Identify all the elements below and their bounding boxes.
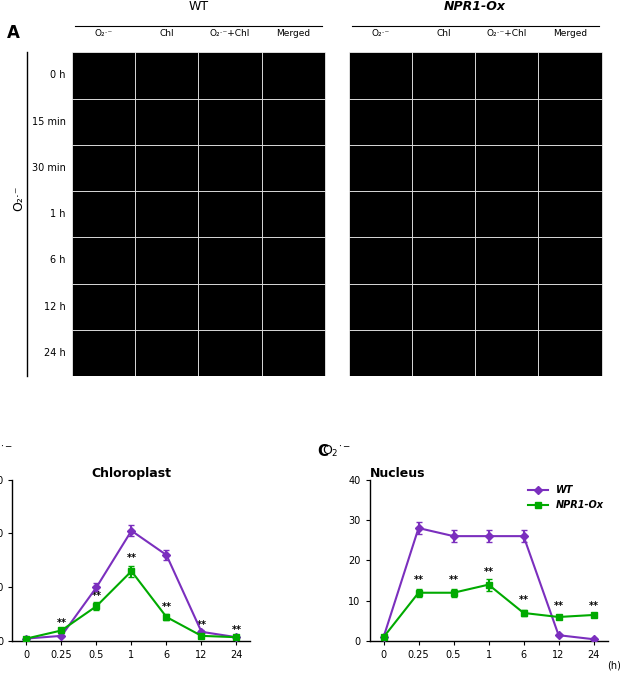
Text: O₂·⁻+Chl: O₂·⁻+Chl (487, 29, 527, 38)
Bar (538, 52, 601, 99)
Text: Merged: Merged (276, 29, 311, 38)
Bar (135, 52, 198, 99)
Bar (135, 99, 198, 144)
Text: 24 h: 24 h (44, 348, 66, 358)
Bar (475, 284, 538, 330)
Text: **: ** (56, 618, 66, 628)
Title: Chloroplast: Chloroplast (91, 466, 172, 479)
Bar (198, 52, 262, 99)
Text: Nucleus: Nucleus (370, 466, 425, 479)
Bar (412, 238, 475, 284)
Bar (198, 330, 262, 376)
Text: O$_2$$^{\cdot-}$: O$_2$$^{\cdot-}$ (0, 444, 12, 459)
Bar (262, 191, 325, 238)
Bar (135, 330, 198, 376)
Bar (72, 52, 135, 99)
Bar (538, 330, 601, 376)
Bar (412, 330, 475, 376)
Text: **: ** (448, 574, 459, 585)
Bar (198, 191, 262, 238)
Bar (135, 144, 198, 191)
Bar (198, 99, 262, 144)
Legend: WT, NPR1-Ox: WT, NPR1-Ox (525, 481, 608, 514)
Text: C: C (317, 444, 328, 459)
Text: **: ** (518, 595, 529, 605)
Bar (538, 238, 601, 284)
Text: **: ** (161, 601, 172, 612)
Text: (h): (h) (608, 661, 620, 671)
Text: 30 min: 30 min (32, 163, 66, 173)
Bar (412, 144, 475, 191)
Bar (348, 238, 412, 284)
Bar (72, 330, 135, 376)
Bar (135, 284, 198, 330)
Text: **: ** (197, 620, 206, 630)
Text: 1 h: 1 h (50, 209, 66, 219)
Text: **: ** (554, 601, 564, 611)
Bar (412, 191, 475, 238)
Bar (475, 144, 538, 191)
Bar (72, 144, 135, 191)
Bar (348, 52, 412, 99)
Bar (262, 330, 325, 376)
Text: O₂·⁻: O₂·⁻ (94, 29, 113, 38)
Bar (538, 99, 601, 144)
Text: 0 h: 0 h (50, 70, 66, 80)
Bar (412, 52, 475, 99)
Bar (262, 284, 325, 330)
Bar (72, 284, 135, 330)
Text: Chl: Chl (159, 29, 174, 38)
Bar (538, 144, 601, 191)
Bar (72, 99, 135, 144)
Text: **: ** (231, 624, 241, 634)
Bar (262, 52, 325, 99)
Bar (348, 144, 412, 191)
Text: Chl: Chl (436, 29, 451, 38)
Bar (475, 191, 538, 238)
Text: NPR1-Ox: NPR1-Ox (444, 0, 506, 13)
Text: **: ** (414, 574, 423, 585)
Text: O₂·⁻: O₂·⁻ (12, 186, 25, 211)
Bar (475, 238, 538, 284)
Bar (198, 238, 262, 284)
Text: 6 h: 6 h (50, 255, 66, 265)
Bar (412, 284, 475, 330)
Bar (412, 99, 475, 144)
Text: O₂·⁻: O₂·⁻ (371, 29, 389, 38)
Bar (348, 99, 412, 144)
Bar (475, 52, 538, 99)
Text: **: ** (484, 566, 494, 576)
Bar (348, 191, 412, 238)
Bar (135, 191, 198, 238)
Bar (348, 284, 412, 330)
Bar (198, 284, 262, 330)
Bar (198, 144, 262, 191)
Bar (262, 238, 325, 284)
Bar (538, 284, 601, 330)
Bar (135, 238, 198, 284)
Bar (72, 238, 135, 284)
Text: O$_2$$^{\cdot-}$: O$_2$$^{\cdot-}$ (322, 444, 351, 459)
Bar (262, 144, 325, 191)
Text: 12 h: 12 h (44, 302, 66, 312)
Text: 15 min: 15 min (32, 117, 66, 127)
Bar (72, 191, 135, 238)
Text: **: ** (91, 591, 102, 601)
Text: A: A (6, 24, 19, 42)
Text: **: ** (126, 553, 136, 563)
Bar (538, 191, 601, 238)
Text: WT: WT (188, 0, 208, 13)
Bar (475, 99, 538, 144)
Bar (262, 99, 325, 144)
Text: **: ** (588, 601, 598, 611)
Bar (348, 330, 412, 376)
Text: Merged: Merged (553, 29, 587, 38)
Text: O₂·⁻+Chl: O₂·⁻+Chl (210, 29, 250, 38)
Bar (475, 330, 538, 376)
